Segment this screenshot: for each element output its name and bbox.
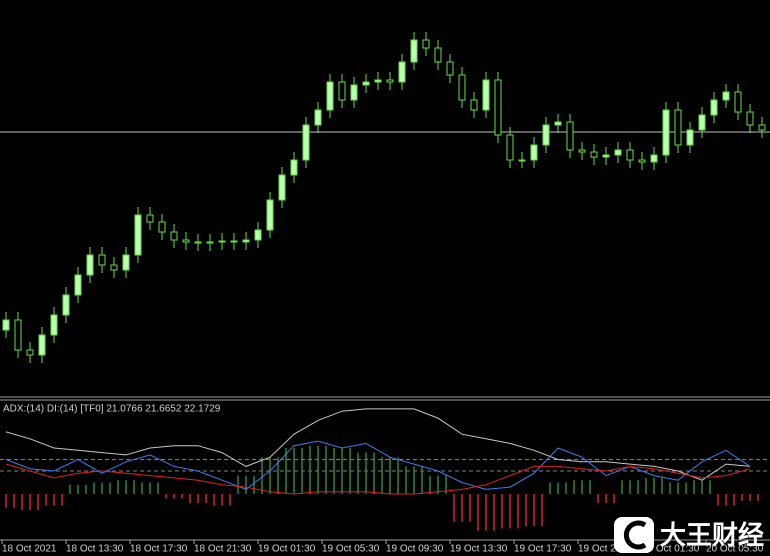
x-tick-label: 18 Oct 17:30 <box>130 544 188 555</box>
candle-body <box>410 39 418 63</box>
x-tick-label: 19 Oct 13:30 <box>450 544 508 555</box>
x-tick-label: 19 Oct 05:30 <box>322 544 380 555</box>
candle-body <box>194 241 202 244</box>
candle-body <box>314 109 322 126</box>
candle-body <box>62 294 70 316</box>
indicator-line <box>5 463 751 495</box>
candle-body <box>734 91 742 113</box>
candle-body <box>278 174 286 201</box>
logo-mark <box>623 520 647 550</box>
candle-body <box>26 349 34 356</box>
candle-body <box>506 134 514 161</box>
candle-body <box>566 121 574 151</box>
x-tick-label: 20 Oct 05:30 <box>706 544 764 555</box>
candle-body <box>374 79 382 83</box>
candle-body <box>122 254 130 271</box>
candle-body <box>614 149 622 156</box>
watermark: 大王财经 <box>614 517 764 553</box>
candle-body <box>242 239 250 243</box>
candle-body <box>230 240 238 243</box>
candle-body <box>50 314 58 336</box>
candle-body <box>302 124 310 161</box>
indicator-line <box>5 408 751 481</box>
candle-body <box>218 240 226 243</box>
candle-body <box>182 239 190 243</box>
candle-body <box>542 124 550 146</box>
candle-body <box>350 84 358 101</box>
indicator-title: ADX:(14) DI:(14) [TF0] 21.0766 21.6652 2… <box>3 404 221 415</box>
candle-body <box>170 231 178 241</box>
candle-body <box>470 99 478 111</box>
candle-body <box>38 334 46 356</box>
candle-body <box>398 61 406 83</box>
candle-body <box>146 214 154 223</box>
x-tick-label: 19 Oct 21:30 <box>578 544 636 555</box>
candle-body <box>722 91 730 101</box>
candle-body <box>650 154 658 163</box>
indicator-line <box>5 440 751 490</box>
x-tick-label: 19 Oct 09:30 <box>386 544 444 555</box>
candle-body <box>758 124 766 131</box>
x-tick-label: 18 Oct 13:30 <box>66 544 124 555</box>
candle-body <box>746 111 754 126</box>
candle-body <box>338 81 346 101</box>
candle-body <box>482 79 490 111</box>
watermark-text: 大王财经 <box>660 520 764 550</box>
candle-body <box>578 149 586 153</box>
candle-body <box>698 114 706 131</box>
candle-body <box>98 254 106 266</box>
candle-body <box>158 221 166 233</box>
candle-body <box>14 319 22 351</box>
candle-body <box>206 241 214 244</box>
candle-body <box>326 81 334 111</box>
candle-body <box>386 79 394 83</box>
candle-body <box>602 154 610 158</box>
candle-body <box>686 129 694 146</box>
candle-body <box>554 121 562 126</box>
candle-body <box>530 144 538 161</box>
candle-body <box>134 214 142 256</box>
candle-body <box>110 264 118 271</box>
x-tick-label: 19 Oct 17:30 <box>514 544 572 555</box>
candle-body <box>86 254 94 276</box>
candle-body <box>254 229 262 241</box>
candle-body <box>266 199 274 231</box>
candle-body <box>362 81 370 86</box>
candle-body <box>458 74 466 101</box>
candle-body <box>446 61 454 76</box>
x-tick-label: 18 Oct 21:30 <box>194 544 252 555</box>
candle-body <box>2 319 10 331</box>
candle-body <box>626 149 634 161</box>
x-tick-label: 19 Oct 01:30 <box>258 544 316 555</box>
candle-body <box>434 47 442 63</box>
candle-body <box>710 99 718 116</box>
candle-body <box>74 274 82 296</box>
candle-body <box>422 39 430 49</box>
candle-body <box>518 159 526 162</box>
candle-body <box>662 109 670 156</box>
x-tick-label: 18 Oct 2021 <box>2 544 57 555</box>
candle-body <box>290 159 298 176</box>
candle-body <box>590 151 598 158</box>
candle-body <box>638 159 646 163</box>
candle-body <box>494 79 502 136</box>
x-tick-label: 20 Oct 01:30 <box>642 544 700 555</box>
candle-body <box>674 109 682 146</box>
